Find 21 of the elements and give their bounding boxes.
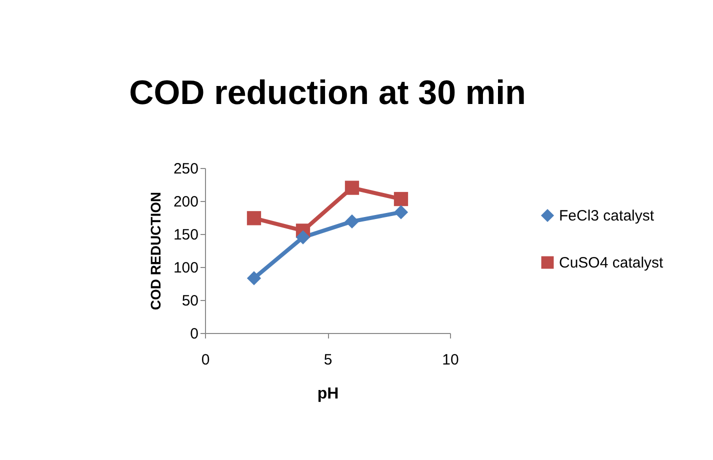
point	[296, 230, 310, 244]
x-tick-label: 5	[324, 352, 332, 368]
y-tick-label: 250	[173, 160, 198, 178]
point	[344, 180, 360, 195]
x-tick-label: 0	[201, 352, 210, 368]
legend-label: CuSO4 catalyst	[559, 254, 664, 272]
point	[246, 271, 262, 286]
point	[394, 192, 408, 206]
y-tick-label: 50	[182, 292, 198, 310]
x-tick-label: 10	[442, 352, 459, 368]
chart-title: COD reduction at 30 min	[129, 74, 526, 112]
y-tick-label: 100	[173, 260, 198, 276]
y-tick-label: 200	[173, 194, 198, 210]
x-axis-title: pH	[317, 386, 339, 402]
y-tick-label: 150	[173, 226, 198, 244]
y-axis-title: COD REDUCTION	[147, 192, 164, 310]
legend-label: FeCl3 catalyst	[559, 208, 655, 224]
point	[246, 211, 262, 226]
point	[394, 205, 408, 220]
point	[344, 214, 360, 229]
y-tick-label: 0	[190, 326, 198, 342]
